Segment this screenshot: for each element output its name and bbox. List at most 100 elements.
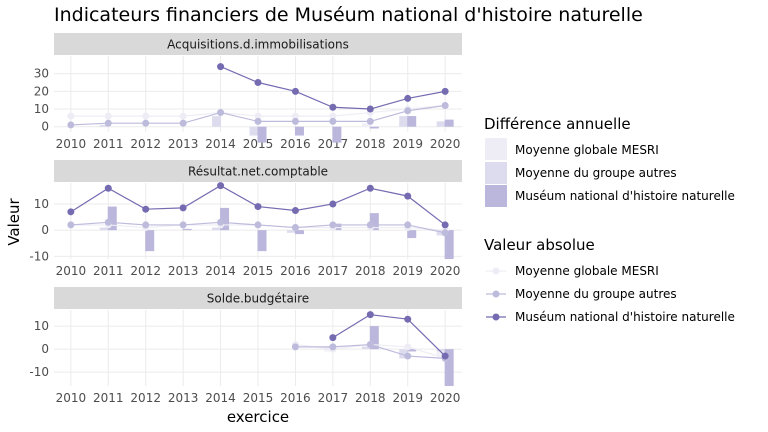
point-museum bbox=[142, 205, 150, 213]
x-tick-label: 2020 bbox=[430, 264, 461, 278]
x-tick-label: 2011 bbox=[93, 391, 124, 405]
x-tick-label: 2015 bbox=[243, 391, 274, 405]
bar-museum bbox=[444, 349, 454, 386]
point-museum bbox=[217, 182, 225, 190]
bar-groupe bbox=[286, 230, 296, 233]
point-museum bbox=[254, 79, 262, 87]
point-museum bbox=[329, 103, 337, 111]
legend-bar-title: Différence annuelle bbox=[484, 115, 631, 133]
bar-groupe bbox=[324, 346, 334, 350]
y-tick-label: 20 bbox=[34, 84, 49, 98]
x-tick-label: 2017 bbox=[318, 391, 349, 405]
point-groupe bbox=[291, 343, 299, 351]
point-museum bbox=[366, 311, 374, 319]
point-groupe bbox=[329, 343, 337, 351]
legend-bar-label-mesri: Moyenne globale MESRI bbox=[515, 143, 659, 157]
bar-museum bbox=[332, 126, 342, 143]
strip-bg bbox=[54, 287, 462, 309]
x-tick-label: 2012 bbox=[130, 391, 161, 405]
point-mesri bbox=[142, 112, 150, 120]
point-mesri bbox=[67, 112, 75, 120]
point-groupe bbox=[67, 221, 75, 229]
strip-label: Résultat.net.comptable bbox=[188, 165, 328, 179]
x-tick-label: 2010 bbox=[56, 391, 87, 405]
bar-mesri bbox=[324, 349, 334, 352]
bar-museum bbox=[407, 230, 417, 239]
y-tick-label: 10 bbox=[34, 197, 49, 211]
legend-line-label-mesri: Moyenne globale MESRI bbox=[515, 264, 659, 278]
bar-museum bbox=[145, 230, 155, 252]
x-tick-label: 2018 bbox=[355, 264, 386, 278]
point-groupe bbox=[142, 221, 150, 229]
point-mesri bbox=[291, 112, 299, 120]
bar-museum bbox=[369, 213, 379, 231]
point-museum bbox=[441, 221, 449, 229]
x-tick-label: 2020 bbox=[430, 137, 461, 151]
x-tick-label: 2012 bbox=[130, 264, 161, 278]
x-tick-label: 2010 bbox=[56, 137, 87, 151]
x-tick-label: 2014 bbox=[205, 264, 236, 278]
point-groupe bbox=[67, 121, 75, 129]
bar-museum bbox=[407, 116, 417, 127]
bar-museum bbox=[332, 223, 342, 231]
point-groupe bbox=[329, 117, 337, 125]
point-groupe bbox=[404, 221, 412, 229]
strip-label: Acquisitions.d.immobilisations bbox=[167, 38, 349, 52]
bar-museum bbox=[369, 326, 379, 350]
legend-line-title: Valeur absolue bbox=[484, 236, 595, 254]
legend-line-label-museum: Muséum national d'histoire naturelle bbox=[515, 310, 735, 324]
y-tick-label: 30 bbox=[34, 67, 49, 81]
point-groupe bbox=[441, 101, 449, 109]
x-tick-label: 2019 bbox=[392, 264, 423, 278]
point-museum bbox=[217, 63, 225, 71]
point-groupe bbox=[254, 221, 262, 229]
legend-bar-swatch-museum bbox=[485, 185, 507, 207]
point-mesri bbox=[179, 112, 187, 120]
bar-groupe bbox=[436, 230, 446, 236]
legend-line-label-groupe: Moyenne du groupe autres bbox=[515, 287, 677, 301]
point-groupe bbox=[329, 221, 337, 229]
point-mesri bbox=[404, 343, 412, 351]
bar-groupe bbox=[399, 116, 409, 127]
bar-mesri bbox=[361, 123, 371, 127]
x-tick-label: 2010 bbox=[56, 264, 87, 278]
legend-bar-label-museum: Muséum national d'histoire naturelle bbox=[515, 189, 735, 203]
point-groupe bbox=[291, 117, 299, 125]
point-museum bbox=[441, 87, 449, 95]
point-museum bbox=[329, 200, 337, 208]
bar-museum bbox=[257, 126, 267, 143]
panel-2: Solde.budgétaire 2010 2011 2012 2013 2014 2015… bbox=[29, 287, 462, 405]
bar-groupe bbox=[99, 227, 109, 231]
point-museum bbox=[366, 184, 374, 192]
y-tick-label: 10 bbox=[34, 102, 49, 116]
legend-bar-swatch-mesri bbox=[485, 138, 507, 160]
point-museum bbox=[404, 192, 412, 200]
point-museum bbox=[291, 87, 299, 95]
bar-museum bbox=[444, 119, 454, 127]
point-mesri bbox=[254, 112, 262, 120]
point-groupe bbox=[142, 119, 150, 127]
point-groupe bbox=[366, 341, 374, 349]
bar-museum bbox=[107, 206, 117, 231]
x-tick-label: 2014 bbox=[205, 137, 236, 151]
x-tick-label: 2014 bbox=[205, 391, 236, 405]
x-tick-label: 2018 bbox=[355, 137, 386, 151]
point-groupe bbox=[179, 119, 187, 127]
bar-groupe bbox=[212, 116, 222, 127]
legend-bar-swatch-groupe bbox=[485, 162, 507, 184]
strip-bg bbox=[54, 160, 462, 182]
point-groupe bbox=[404, 107, 412, 115]
x-tick-label: 2019 bbox=[392, 137, 423, 151]
legend-line-dot-museum bbox=[492, 313, 500, 321]
point-groupe bbox=[217, 109, 225, 117]
strip-bg bbox=[54, 33, 462, 55]
bar-museum bbox=[220, 207, 230, 231]
point-museum bbox=[104, 184, 112, 192]
legend-line-dot-groupe bbox=[492, 290, 500, 298]
point-mesri bbox=[329, 112, 337, 120]
bar-museum bbox=[257, 230, 267, 252]
point-groupe bbox=[441, 229, 449, 237]
strip-label: Solde.budgétaire bbox=[207, 292, 309, 306]
x-tick-label: 2011 bbox=[93, 137, 124, 151]
